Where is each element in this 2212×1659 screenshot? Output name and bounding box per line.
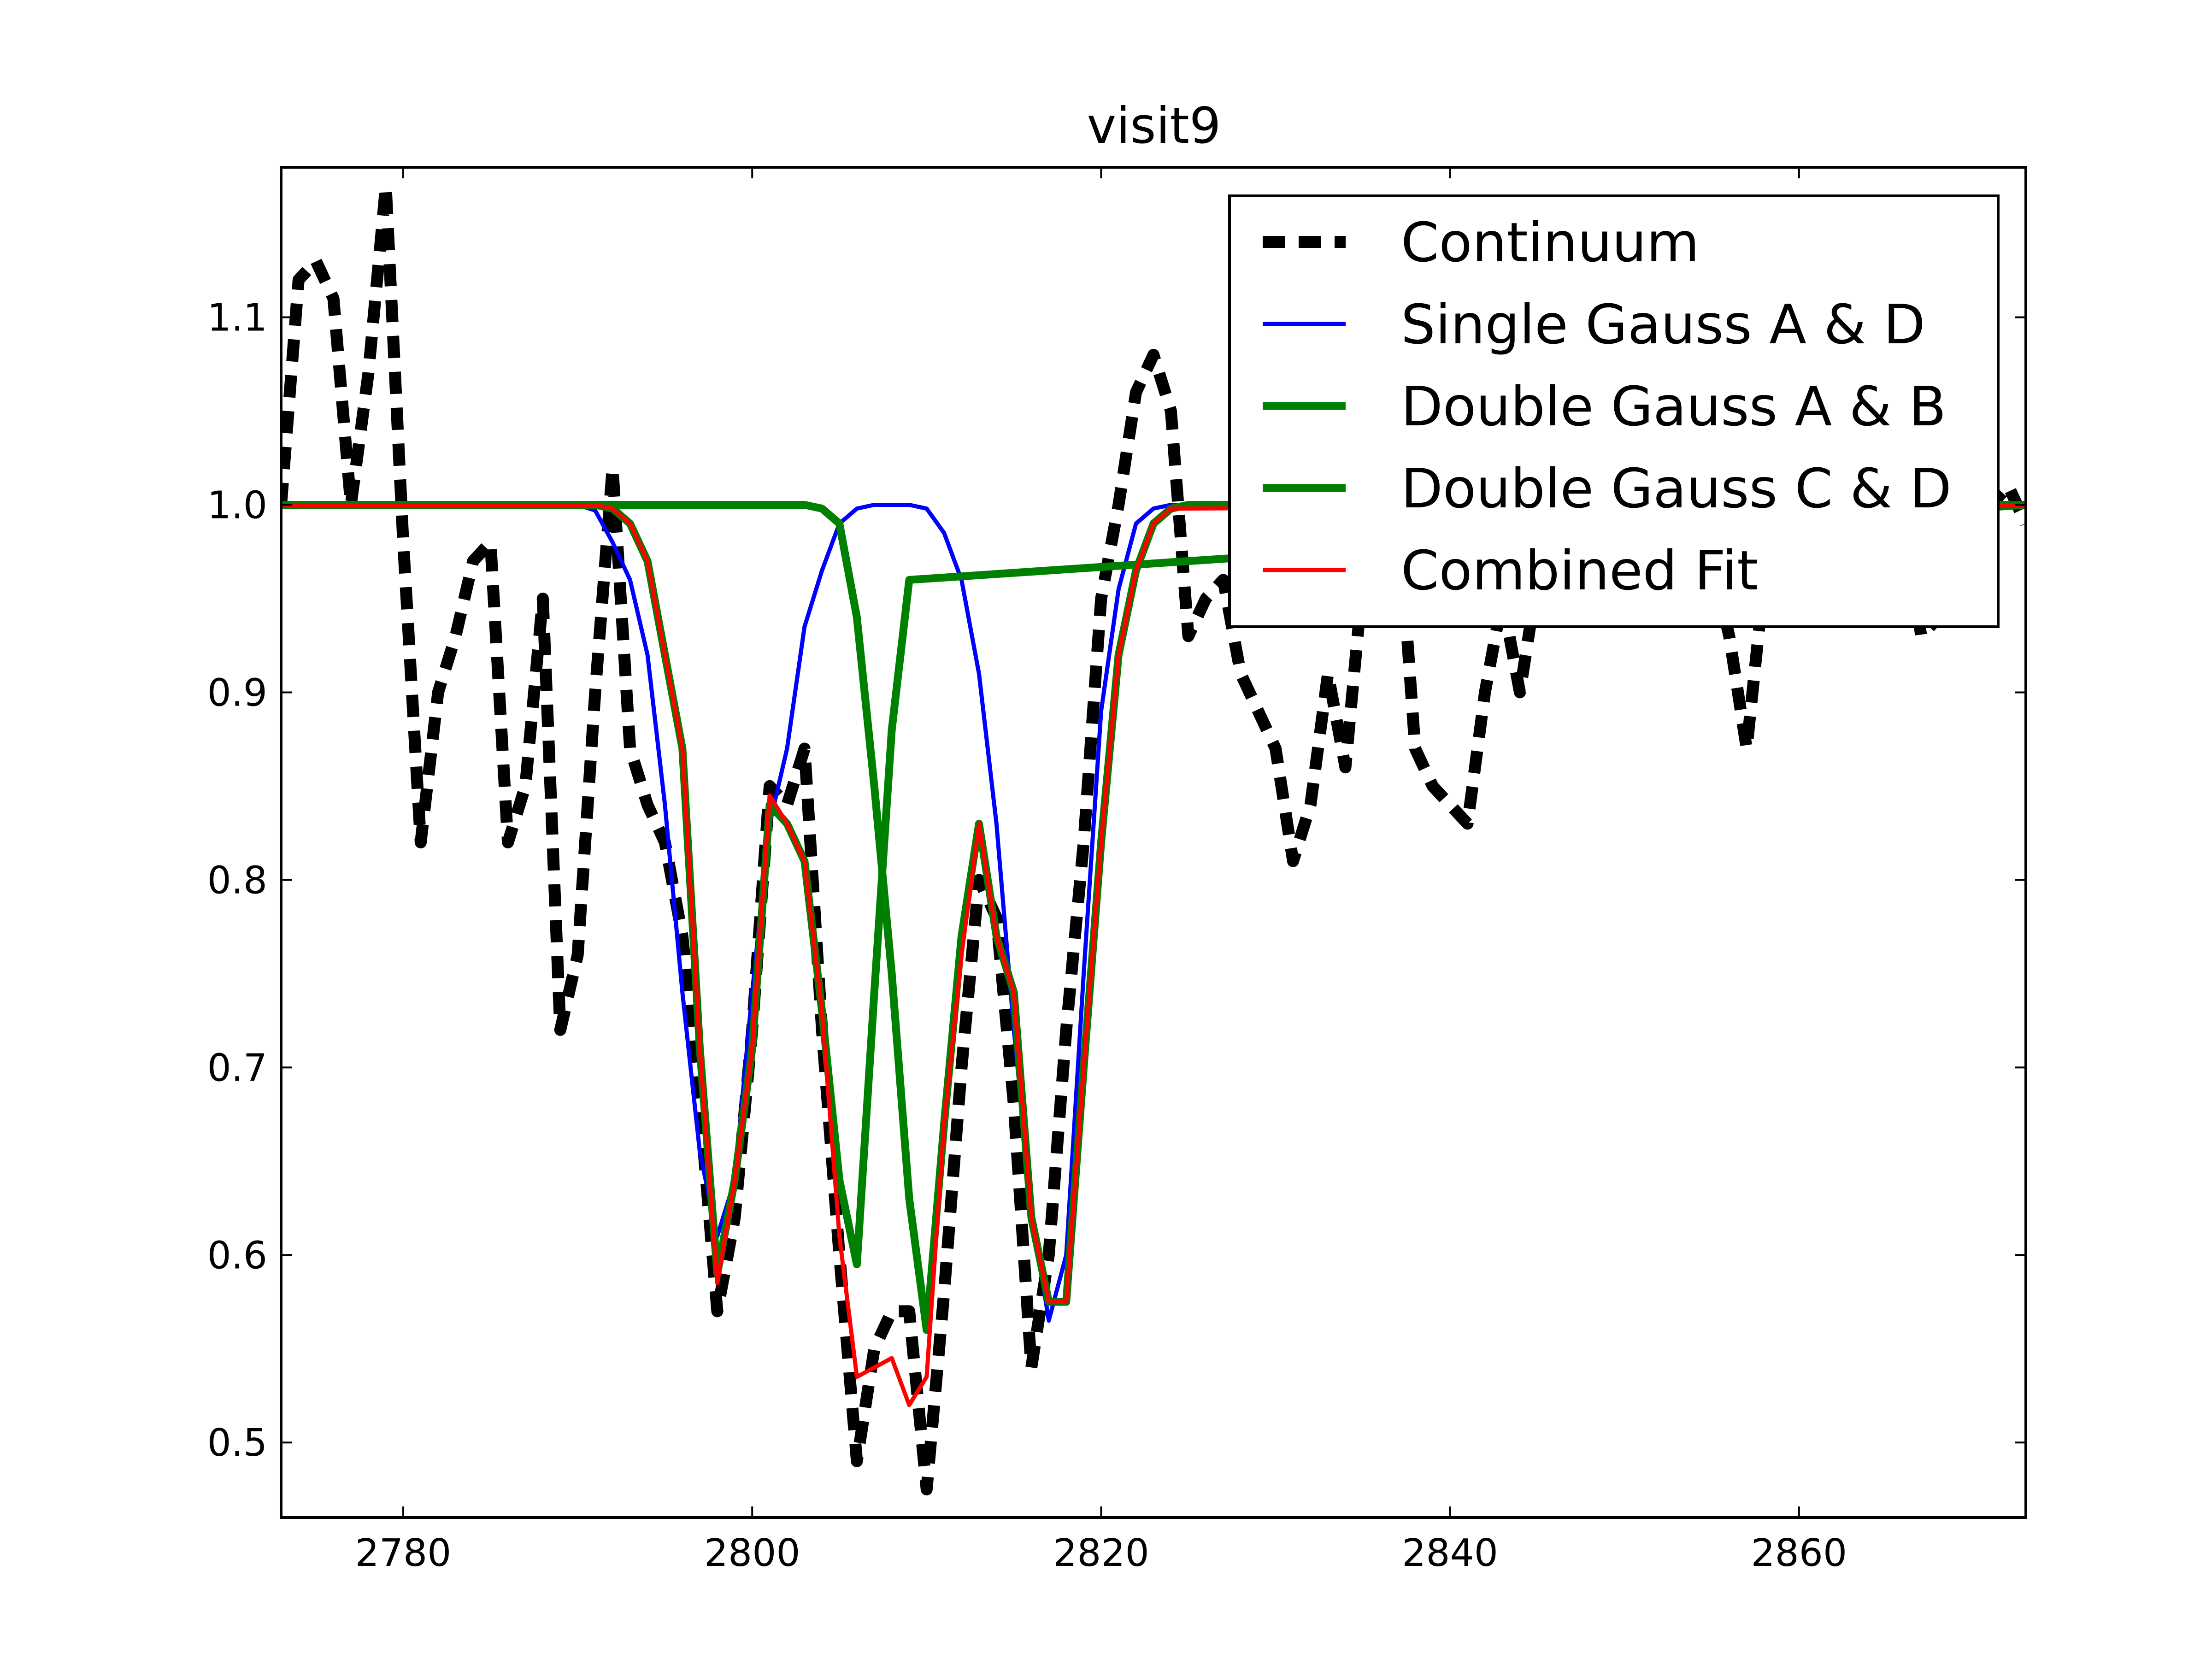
x-tick-label: 2840 bbox=[1402, 1531, 1498, 1575]
y-tick-label: 0.6 bbox=[207, 1234, 267, 1277]
y-tick-label: 0.8 bbox=[207, 859, 267, 902]
series-layer bbox=[281, 180, 2026, 1495]
legend-box bbox=[1228, 194, 2000, 628]
legend-label-1: Continuum bbox=[1401, 211, 1700, 274]
x-tick-label: 2820 bbox=[1053, 1531, 1149, 1575]
legend-label-5: Combined Fit bbox=[1401, 539, 1758, 602]
y-tick-label: 1.1 bbox=[207, 296, 267, 340]
series-line-1 bbox=[281, 180, 2026, 1495]
y-tick-label: 0.5 bbox=[207, 1421, 267, 1465]
series-line-5 bbox=[281, 503, 2026, 1407]
plot-frame bbox=[280, 166, 2027, 1519]
x-tick-label: 2800 bbox=[704, 1531, 800, 1575]
legend: Continuum Single Gauss A & D Double Gauss … bbox=[1228, 194, 2000, 628]
legend-label-4: Double Gauss C & D bbox=[1401, 457, 1952, 520]
ticks-layer: 2780 2800 2820 2840 2860 0.5 0.6 0.7 0.8 0.9 1.0 1.… bbox=[207, 167, 2026, 1575]
y-tick-label: 0.7 bbox=[207, 1046, 267, 1090]
y-tick-label: 0.9 bbox=[207, 671, 267, 715]
y-tick-label: 1.0 bbox=[207, 484, 267, 528]
x-tick-label: 2860 bbox=[1751, 1531, 1847, 1575]
series-line-2 bbox=[281, 503, 2026, 1323]
x-tick-label: 2780 bbox=[355, 1531, 452, 1575]
legend-label-3: Double Gauss A & B bbox=[1401, 375, 1946, 438]
legend-label-2: Single Gauss A & D bbox=[1401, 293, 1925, 356]
chart-title: visit9 bbox=[1087, 97, 1221, 155]
